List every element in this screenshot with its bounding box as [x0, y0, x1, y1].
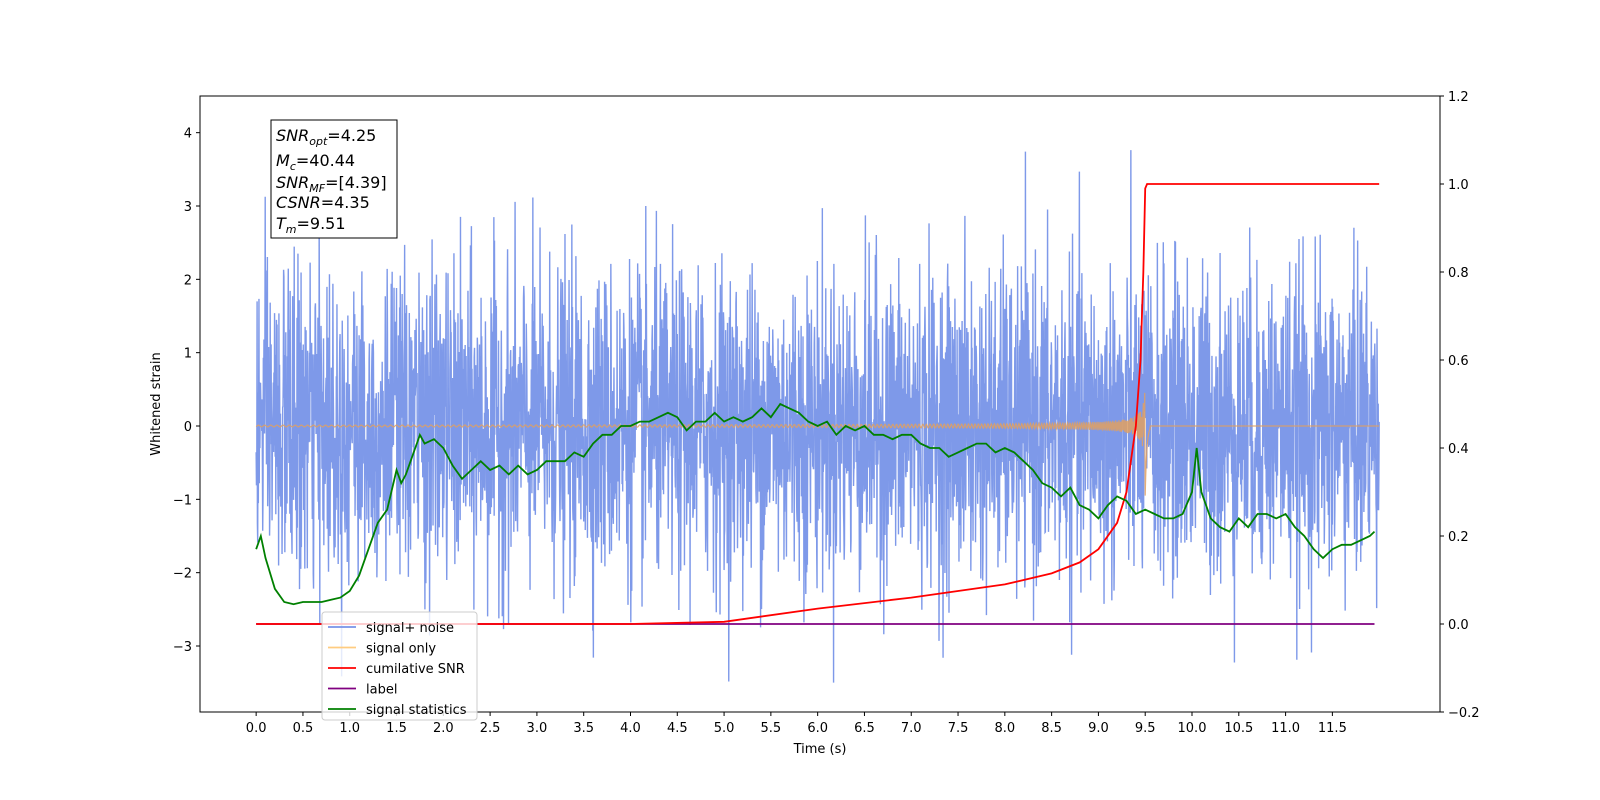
- legend-frame: [321, 611, 478, 721]
- y-left-tick-label: −3: [173, 640, 192, 655]
- x-tick-label: 7.0: [901, 721, 922, 736]
- x-tick-label: 11.0: [1271, 721, 1300, 736]
- legend-label: label: [366, 683, 397, 698]
- y-left-tick-label: 1: [184, 347, 192, 362]
- x-tick-label: 2.0: [433, 721, 454, 736]
- legend-label: signal statistics: [366, 703, 467, 718]
- signal-noise-line: [255, 150, 1380, 683]
- stat-tm: Tm=9.51: [276, 214, 346, 236]
- y-left-tick-label: 4: [184, 127, 192, 142]
- y-axis-right-ticks: −0.2 0.0 0.2 0.4 0.6 0.8 1.0 1.2: [1440, 90, 1480, 721]
- x-tick-label: 1.5: [386, 721, 407, 736]
- legend-label: signal only: [366, 642, 436, 657]
- y-left-tick-label: 0: [184, 420, 192, 435]
- signal-only-series: [255, 392, 1380, 496]
- x-tick-label: 0.0: [246, 721, 267, 736]
- x-tick-label: 8.0: [994, 721, 1015, 736]
- y-left-tick-label: −2: [173, 567, 192, 582]
- x-tick-label: 3.0: [527, 721, 548, 736]
- x-tick-label: 9.5: [1135, 721, 1156, 736]
- x-tick-label: 9.0: [1088, 721, 1109, 736]
- x-tick-label: 7.5: [948, 721, 969, 736]
- x-tick-label: 1.0: [339, 721, 360, 736]
- x-tick-label: 6.0: [807, 721, 828, 736]
- x-tick-label: 11.5: [1318, 721, 1347, 736]
- legend-label: signal+ noise: [366, 621, 454, 636]
- x-tick-label: 6.5: [854, 721, 875, 736]
- x-tick-label: 5.0: [714, 721, 735, 736]
- y-right-tick-label: 0.0: [1448, 618, 1469, 633]
- y-right-tick-label: 0.4: [1448, 442, 1469, 457]
- y-left-tick-label: 3: [184, 200, 192, 215]
- x-tick-label: 2.5: [480, 721, 501, 736]
- y-right-tick-label: −0.2: [1448, 706, 1480, 721]
- legend: signal+ noise signal only cumilative SNR la…: [321, 611, 478, 721]
- x-tick-label: 10.0: [1178, 721, 1207, 736]
- y-axis-label: Whitened strain: [149, 352, 164, 455]
- y-right-tick-label: 0.8: [1448, 266, 1469, 281]
- x-tick-label: 3.5: [573, 721, 594, 736]
- x-axis-label: Time (s): [793, 742, 847, 757]
- x-tick-label: 0.5: [293, 721, 314, 736]
- stats-box-frame: [270, 119, 398, 239]
- signal-only-line: [255, 392, 1380, 496]
- cumilative-snr-line: [256, 183, 1380, 625]
- legend-label: cumilative SNR: [366, 662, 465, 677]
- y-axis-left-ticks: −3 −2 −1 0 1 2 3 4: [173, 127, 200, 655]
- x-tick-label: 10.5: [1224, 721, 1253, 736]
- stat-mc: Mc=40.44: [276, 151, 355, 173]
- x-tick-label: 5.5: [761, 721, 782, 736]
- signal-noise-series: [255, 150, 1380, 683]
- plot-area-frame: [199, 95, 1441, 713]
- y-left-tick-label: −1: [173, 493, 192, 508]
- x-tick-label: 4.5: [667, 721, 688, 736]
- y-right-tick-label: 0.6: [1448, 354, 1469, 369]
- stat-snr-mf: SNRMF=[4.39]: [276, 173, 387, 195]
- x-axis-ticks: 0.0 0.5 1.0 1.5 2.0 2.5 3.0 3.5 4.0 4.5 5.0 5.5 6.0 6…: [246, 712, 1347, 736]
- signal-statistics-line: [255, 402, 1376, 606]
- stat-csnr: CSNR=4.35: [276, 193, 370, 212]
- y-left-tick-label: 2: [184, 273, 192, 288]
- stats-box: SNRopt=4.25 Mc=40.44 SNRMF=[4.39] CSNR=4…: [270, 119, 398, 239]
- stat-snr-opt: SNRopt=4.25: [276, 126, 376, 148]
- x-tick-label: 8.5: [1041, 721, 1062, 736]
- y-right-tick-label: 1.0: [1448, 178, 1469, 193]
- x-tick-label: 4.0: [620, 721, 641, 736]
- y-right-tick-label: 1.2: [1448, 90, 1469, 105]
- y-right-tick-label: 0.2: [1448, 530, 1469, 545]
